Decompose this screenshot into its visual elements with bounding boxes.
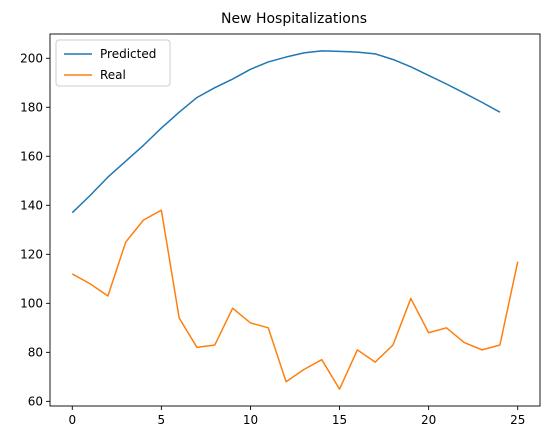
y-tick-label: 80 (28, 345, 43, 359)
y-tick-label: 60 (28, 394, 43, 408)
x-tick-label: 10 (243, 413, 258, 427)
y-tick-label: 140 (20, 198, 43, 212)
y-tick-label: 120 (20, 247, 43, 261)
legend-label-predicted: Predicted (100, 47, 156, 61)
y-axis: 60 80 100 120 140 160 180 200 (20, 51, 50, 408)
y-tick-label: 200 (20, 51, 43, 65)
x-tick-label: 5 (158, 413, 166, 427)
chart-title: New Hospitalizations (221, 11, 367, 27)
legend-label-real: Real (100, 68, 126, 82)
y-tick-label: 100 (20, 296, 43, 310)
y-tick-label: 180 (20, 100, 43, 114)
x-tick-label: 15 (332, 413, 347, 427)
series-line-real (71, 209, 519, 390)
series-layer (71, 50, 519, 390)
plot-frame (49, 33, 541, 407)
legend: Predicted Real (55, 39, 171, 87)
x-tick-label: 25 (510, 413, 525, 427)
x-tick-label: 20 (421, 413, 436, 427)
y-tick-label: 160 (20, 149, 43, 163)
plot-area (49, 33, 541, 407)
series-line-predicted (71, 50, 501, 214)
x-axis: 0 5 10 15 20 25 (68, 406, 525, 427)
x-tick-label: 0 (68, 413, 76, 427)
